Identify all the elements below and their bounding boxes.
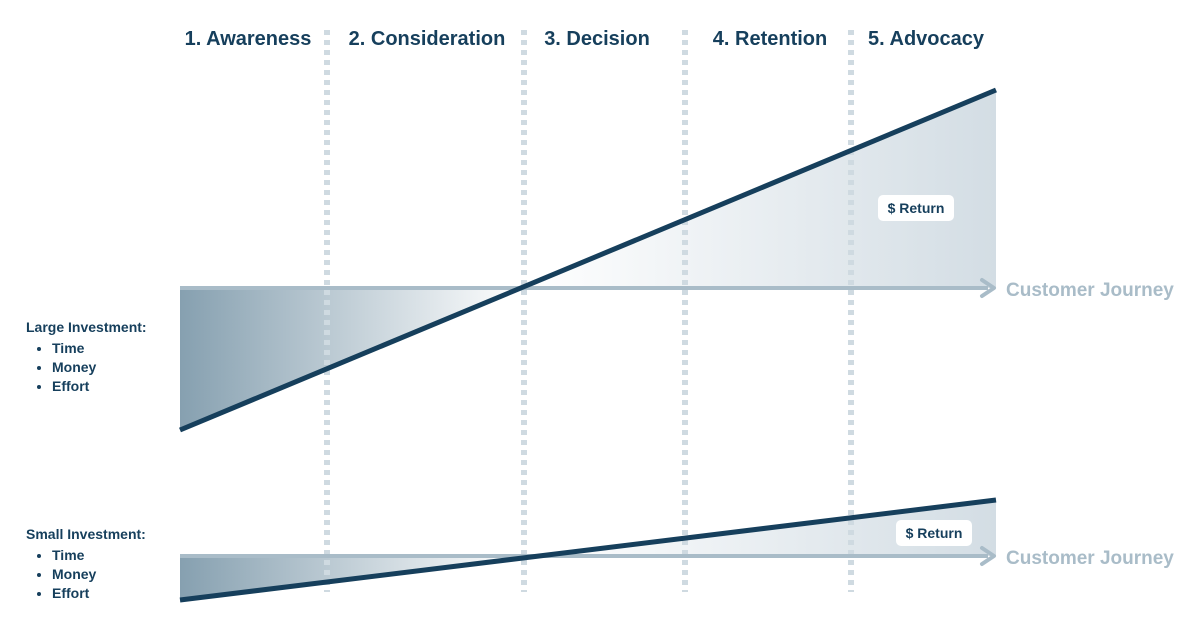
stage-label-awareness: 1. Awareness xyxy=(185,28,312,50)
stage-label-decision: 3. Decision xyxy=(544,28,650,50)
roi-line-large xyxy=(179,87,997,433)
investment-item-time: Time xyxy=(52,546,146,565)
stage-label-retention: 4. Retention xyxy=(713,28,827,50)
investment-item-effort: Effort xyxy=(52,584,146,603)
return-badge-small: $ Return xyxy=(896,520,972,546)
investment-legend-small: Small Investment: Time Money Effort xyxy=(26,525,146,603)
investment-item-time: Time xyxy=(52,339,147,358)
investment-list-small: Time Money Effort xyxy=(26,546,146,603)
return-badge-bg xyxy=(878,195,954,221)
investment-item-effort: Effort xyxy=(52,377,147,396)
investment-list-large: Time Money Effort xyxy=(26,339,147,396)
investment-item-money: Money xyxy=(52,565,146,584)
investment-legend-large: Large Investment: Time Money Effort xyxy=(26,318,147,396)
stage-label-advocacy: 5. Advocacy xyxy=(868,28,985,50)
stage-label-consideration: 2. Consideration xyxy=(349,28,506,50)
investment-title-large: Large Investment: xyxy=(26,319,147,335)
return-badge-large: $ Return xyxy=(878,195,954,221)
arrow-right-icon xyxy=(980,278,996,298)
investment-title-small: Small Investment: xyxy=(26,526,146,542)
return-label-large: $ Return xyxy=(888,200,945,216)
investment-item-money: Money xyxy=(52,358,147,377)
roi-line-small xyxy=(179,497,997,603)
return-badge-bg xyxy=(896,520,972,546)
return-label-small: $ Return xyxy=(906,525,963,541)
arrow-right-icon xyxy=(980,546,996,566)
stage-dividers xyxy=(324,30,854,592)
journey-label-small: Customer Journey xyxy=(1006,548,1174,569)
journey-label-large: Customer Journey xyxy=(1006,280,1174,301)
